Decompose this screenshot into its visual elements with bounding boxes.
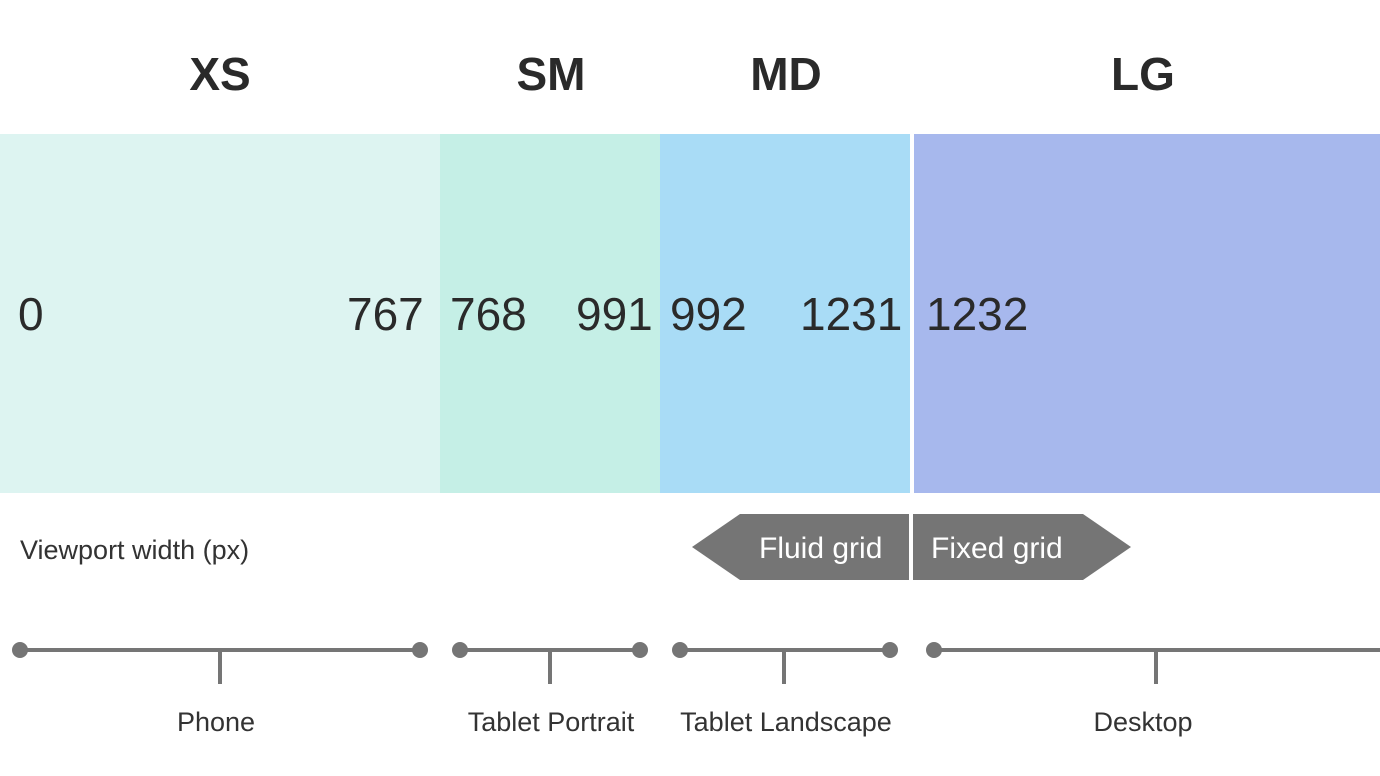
xs-min-value: 0	[18, 288, 44, 340]
fixed-grid-arrow	[913, 514, 1131, 580]
tablet-portrait-range-tick	[548, 650, 552, 684]
tablet-portrait-range-end-dot	[632, 642, 648, 658]
tablet-landscape-label: Tablet Landscape	[680, 707, 892, 737]
band-md	[660, 134, 910, 493]
tablet-landscape-range-tick	[782, 650, 786, 684]
phone-range-start-dot	[12, 642, 28, 658]
lg-min-value: 1232	[926, 288, 1029, 340]
tablet-landscape-range-start-dot	[672, 642, 688, 658]
xs-max-value: 767	[347, 288, 424, 340]
fluid-grid-arrow	[692, 514, 909, 580]
band-lg	[914, 134, 1380, 493]
heading-md: MD	[750, 48, 822, 100]
tablet-portrait-range-start-dot	[452, 642, 468, 658]
fixed-grid-label: Fixed grid	[931, 532, 1063, 565]
desktop-range-start-dot	[926, 642, 942, 658]
heading-sm: SM	[516, 48, 586, 100]
sm-max-value: 991	[576, 288, 653, 340]
phone-range-tick	[218, 650, 222, 684]
desktop-label: Desktop	[1093, 707, 1193, 737]
sm-min-value: 768	[450, 288, 527, 340]
tablet-landscape-range-end-dot	[882, 642, 898, 658]
band-xs	[0, 134, 440, 493]
heading-lg: LG	[1111, 48, 1175, 100]
phone-range-end-dot	[412, 642, 428, 658]
md-min-value: 992	[670, 288, 747, 340]
heading-xs: XS	[189, 48, 251, 100]
band-sm	[440, 134, 660, 493]
tablet-portrait-label: Tablet Portrait	[467, 707, 635, 737]
viewport-width-caption: Viewport width (px)	[20, 535, 250, 565]
fluid-grid-label: Fluid grid	[759, 532, 883, 565]
desktop-range-tick	[1154, 650, 1158, 684]
phone-label: Phone	[176, 707, 256, 737]
md-max-value: 1231	[800, 288, 903, 340]
